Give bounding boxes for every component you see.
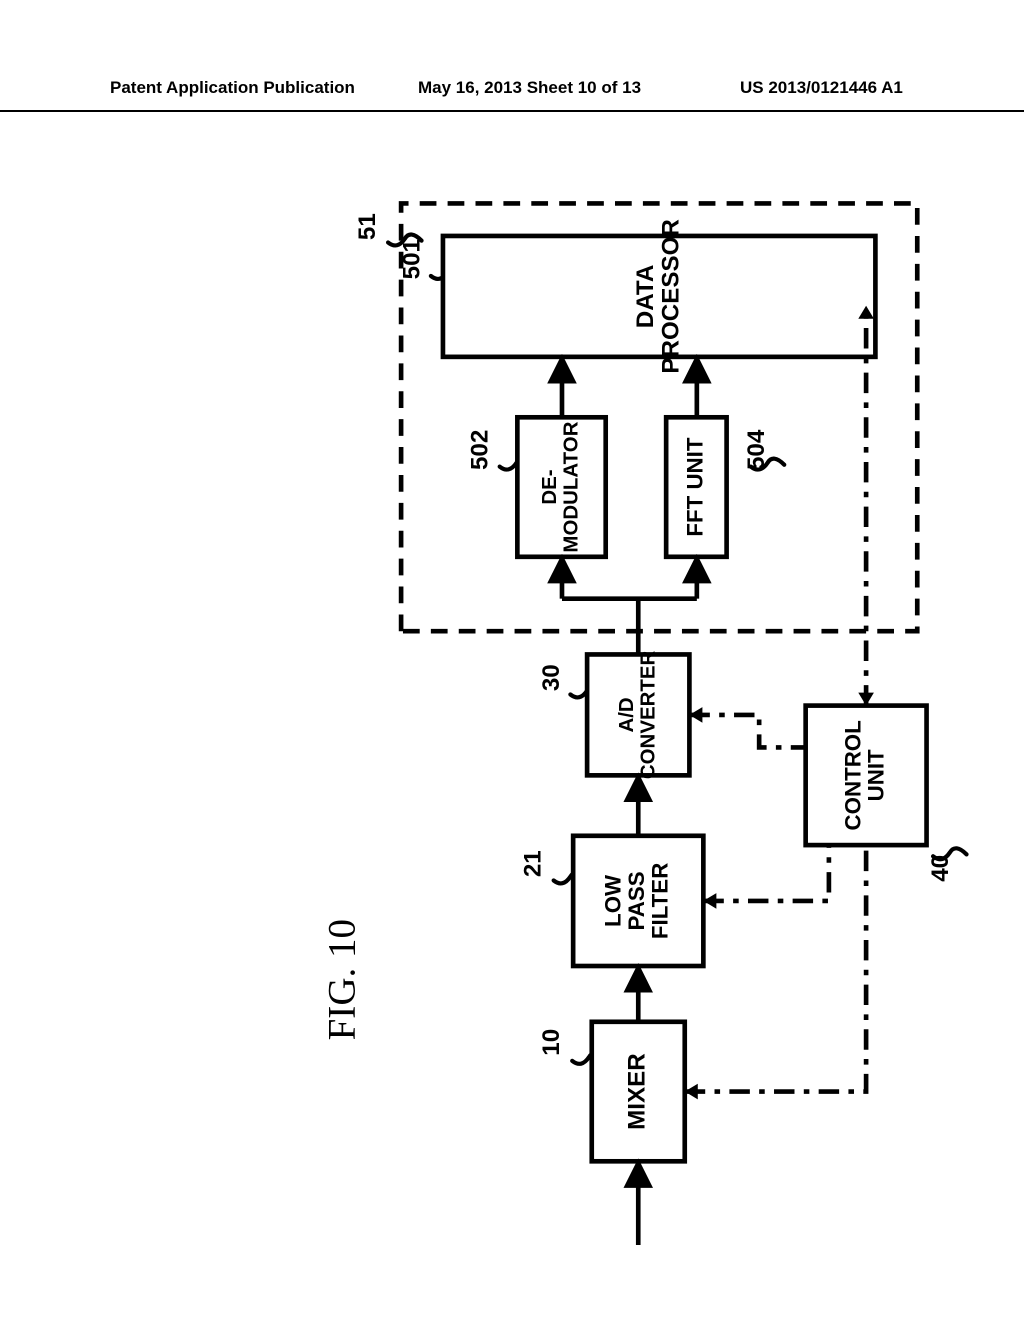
svg-text:FIG. 10: FIG. 10 (321, 919, 364, 1040)
svg-text:FILTER: FILTER (648, 863, 673, 939)
svg-text:A/D: A/D (615, 697, 638, 732)
svg-text:PASS: PASS (624, 871, 649, 930)
svg-text:21: 21 (520, 850, 547, 877)
svg-text:10: 10 (538, 1029, 565, 1056)
header-left: Patent Application Publication (110, 78, 355, 98)
svg-text:UNIT: UNIT (864, 749, 889, 801)
svg-text:FFT UNIT: FFT UNIT (682, 437, 707, 537)
svg-text:51: 51 (354, 213, 381, 240)
page: Patent Application Publication May 16, 2… (0, 0, 1024, 1320)
header-right: US 2013/0121446 A1 (740, 78, 903, 98)
svg-text:MODULATOR: MODULATOR (560, 421, 583, 552)
svg-text:PROCESSOR: PROCESSOR (657, 219, 684, 373)
svg-text:501: 501 (399, 239, 426, 279)
svg-text:504: 504 (743, 429, 770, 470)
svg-text:502: 502 (467, 430, 494, 470)
svg-text:CONVERTER: CONVERTER (636, 650, 659, 779)
svg-text:40: 40 (927, 855, 954, 882)
svg-text:MIXER: MIXER (624, 1053, 651, 1130)
figure-area: FIG. 10 51 MIXER 10 LOWPASSFILTER 21 A/DCONVER… (0, 130, 1024, 1290)
svg-text:DATA: DATA (632, 265, 659, 329)
page-header: Patent Application Publication May 16, 2… (0, 78, 1024, 112)
svg-text:DE-: DE- (538, 469, 561, 504)
svg-text:CONTROL: CONTROL (840, 720, 865, 830)
svg-text:LOW: LOW (601, 874, 626, 927)
header-center: May 16, 2013 Sheet 10 of 13 (418, 78, 641, 98)
diagram-svg: FIG. 10 51 MIXER 10 LOWPASSFILTER 21 A/DCONVER… (0, 130, 1024, 1290)
svg-text:30: 30 (538, 664, 565, 691)
